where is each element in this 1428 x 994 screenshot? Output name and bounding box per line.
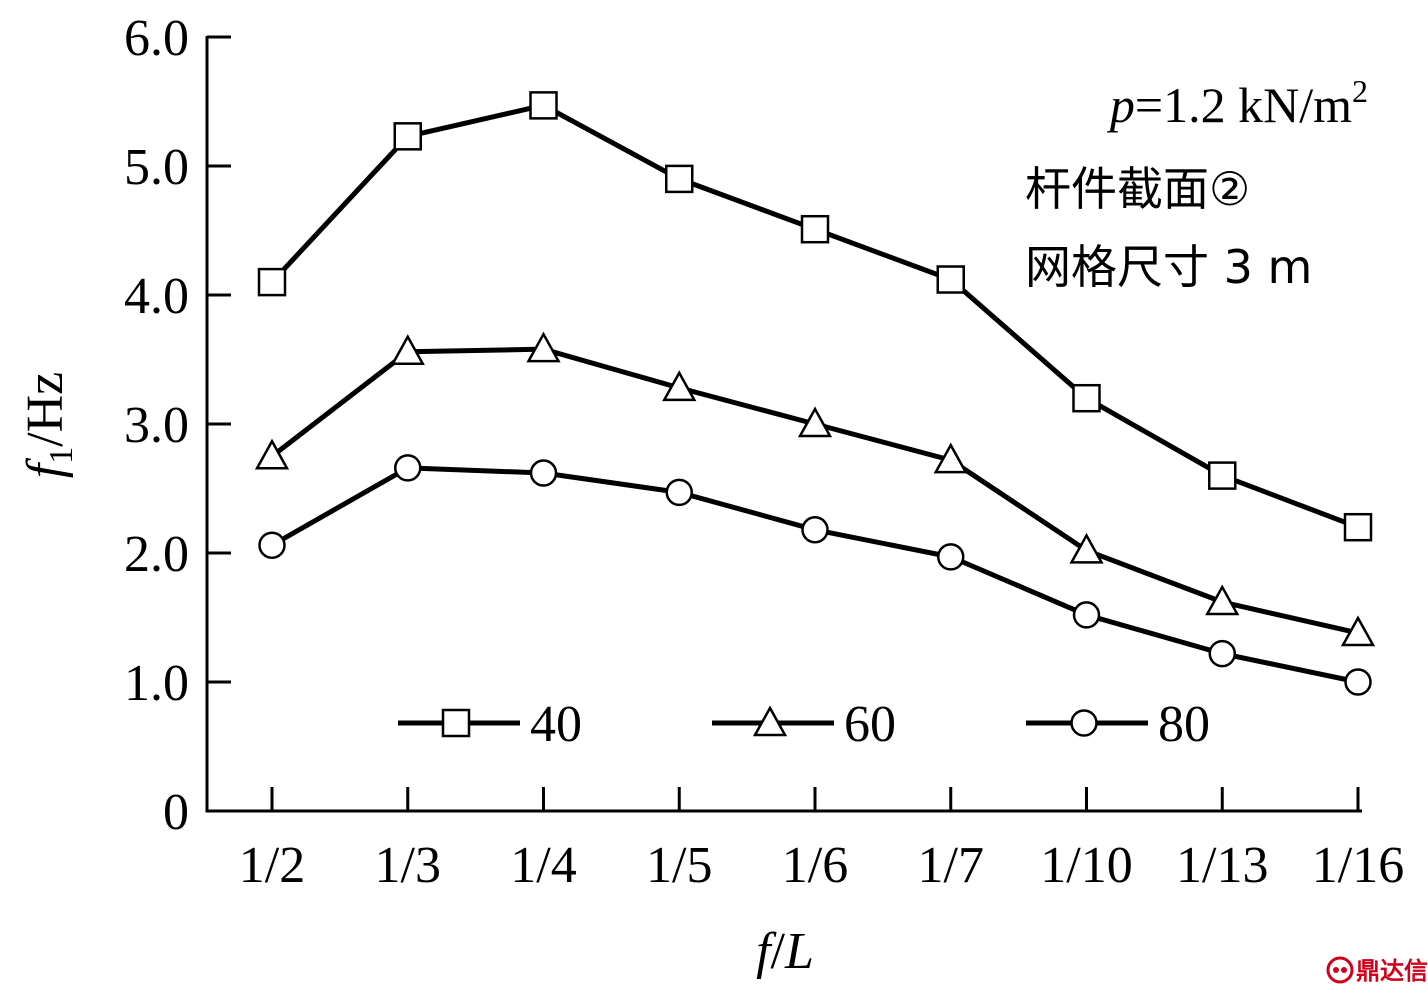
y-axis-label: f1/Hz: [17, 372, 80, 479]
data-point-circle: [1344, 668, 1372, 696]
y-tick-label: 1.0: [124, 655, 189, 712]
x-tick-label: 1/16: [1312, 837, 1404, 894]
data-point-circle: [258, 531, 286, 560]
annotation-grid-size: 网格尺寸 3 m: [1025, 240, 1312, 294]
x-tick-label: 1/4: [510, 837, 576, 894]
data-point-triangle: [1205, 584, 1240, 616]
legend-marker-triangle: [752, 705, 788, 737]
watermark: 鼎达信: [1326, 956, 1428, 985]
data-point-square: [1343, 512, 1373, 542]
y-tick-label: 5.0: [124, 139, 189, 196]
data-point-triangle: [662, 370, 697, 402]
data-point-circle: [937, 543, 965, 571]
x-ticks: 1/2 1/3 1/4 1/5 1/6 1/7 1/10 1/13 1/16: [239, 787, 1404, 894]
data-point-square: [800, 214, 830, 244]
legend-label: 80: [1158, 696, 1210, 753]
data-point-square: [393, 122, 422, 151]
annotation-load: p=1.2 kN/m2: [1107, 73, 1368, 133]
data-point-square: [665, 164, 694, 194]
y-tick-label: 6.0: [124, 10, 189, 67]
data-point-circle: [529, 459, 558, 487]
series-layer: [254, 91, 1376, 696]
x-tick-label: 1/10: [1040, 837, 1132, 894]
series-80: [258, 454, 1372, 696]
legend-marker-circle: [1070, 709, 1098, 737]
data-point-triangle: [933, 442, 968, 474]
data-point-circle: [665, 478, 693, 507]
data-point-triangle: [254, 438, 290, 470]
x-tick-label: 1/7: [918, 837, 984, 894]
series-line: [270, 346, 1359, 636]
data-point-square: [529, 91, 558, 120]
legend-label: 40: [530, 696, 582, 753]
data-point-square: [1072, 383, 1101, 413]
data-point-square: [257, 267, 287, 297]
data-point-triangle: [390, 334, 425, 366]
y-tick-label: 3.0: [124, 397, 189, 454]
x-axis-label: f/L: [756, 923, 814, 980]
legend-marker-square: [441, 708, 471, 738]
legend: 40 60 80: [398, 696, 1210, 753]
data-point-triangle: [1069, 532, 1104, 564]
series-line: [270, 465, 1359, 685]
watermark-text: 鼎达信: [1356, 957, 1428, 985]
y-tick-label: 4.0: [124, 268, 189, 325]
x-tick-label: 1/2: [239, 837, 305, 894]
data-point-triangle: [1340, 615, 1376, 647]
legend-item-80: 80: [1026, 696, 1210, 753]
x-tick-label: 1/3: [375, 837, 441, 894]
y-tick-label: 2.0: [124, 526, 189, 583]
y-ticks: 0 1.0 2.0 3.0 4.0 5.0 6.0: [124, 10, 231, 841]
y-tick-label: 0: [163, 784, 189, 841]
legend-item-60: 60: [712, 696, 896, 753]
data-point-triangle: [526, 331, 561, 363]
x-tick-label: 1/6: [782, 837, 848, 894]
data-point-circle: [801, 516, 829, 544]
data-point-circle: [394, 454, 422, 482]
data-point-circle: [1208, 639, 1236, 668]
legend-label: 60: [844, 696, 896, 753]
annotation-section: 杆件截面②: [1025, 162, 1250, 216]
series-40: [257, 91, 1373, 542]
x-tick-label: 1/5: [646, 837, 712, 894]
series-60: [254, 331, 1376, 647]
data-point-square: [936, 265, 965, 294]
data-point-circle: [1072, 601, 1101, 629]
data-point-triangle: [797, 406, 833, 438]
x-tick-label: 1/13: [1176, 837, 1268, 894]
watermark-logo-icon: [1326, 956, 1354, 984]
annotation: p=1.2 kN/m2 杆件截面② 网格尺寸 3 m: [1025, 73, 1368, 294]
legend-item-40: 40: [398, 696, 582, 753]
data-point-square: [1208, 461, 1237, 490]
